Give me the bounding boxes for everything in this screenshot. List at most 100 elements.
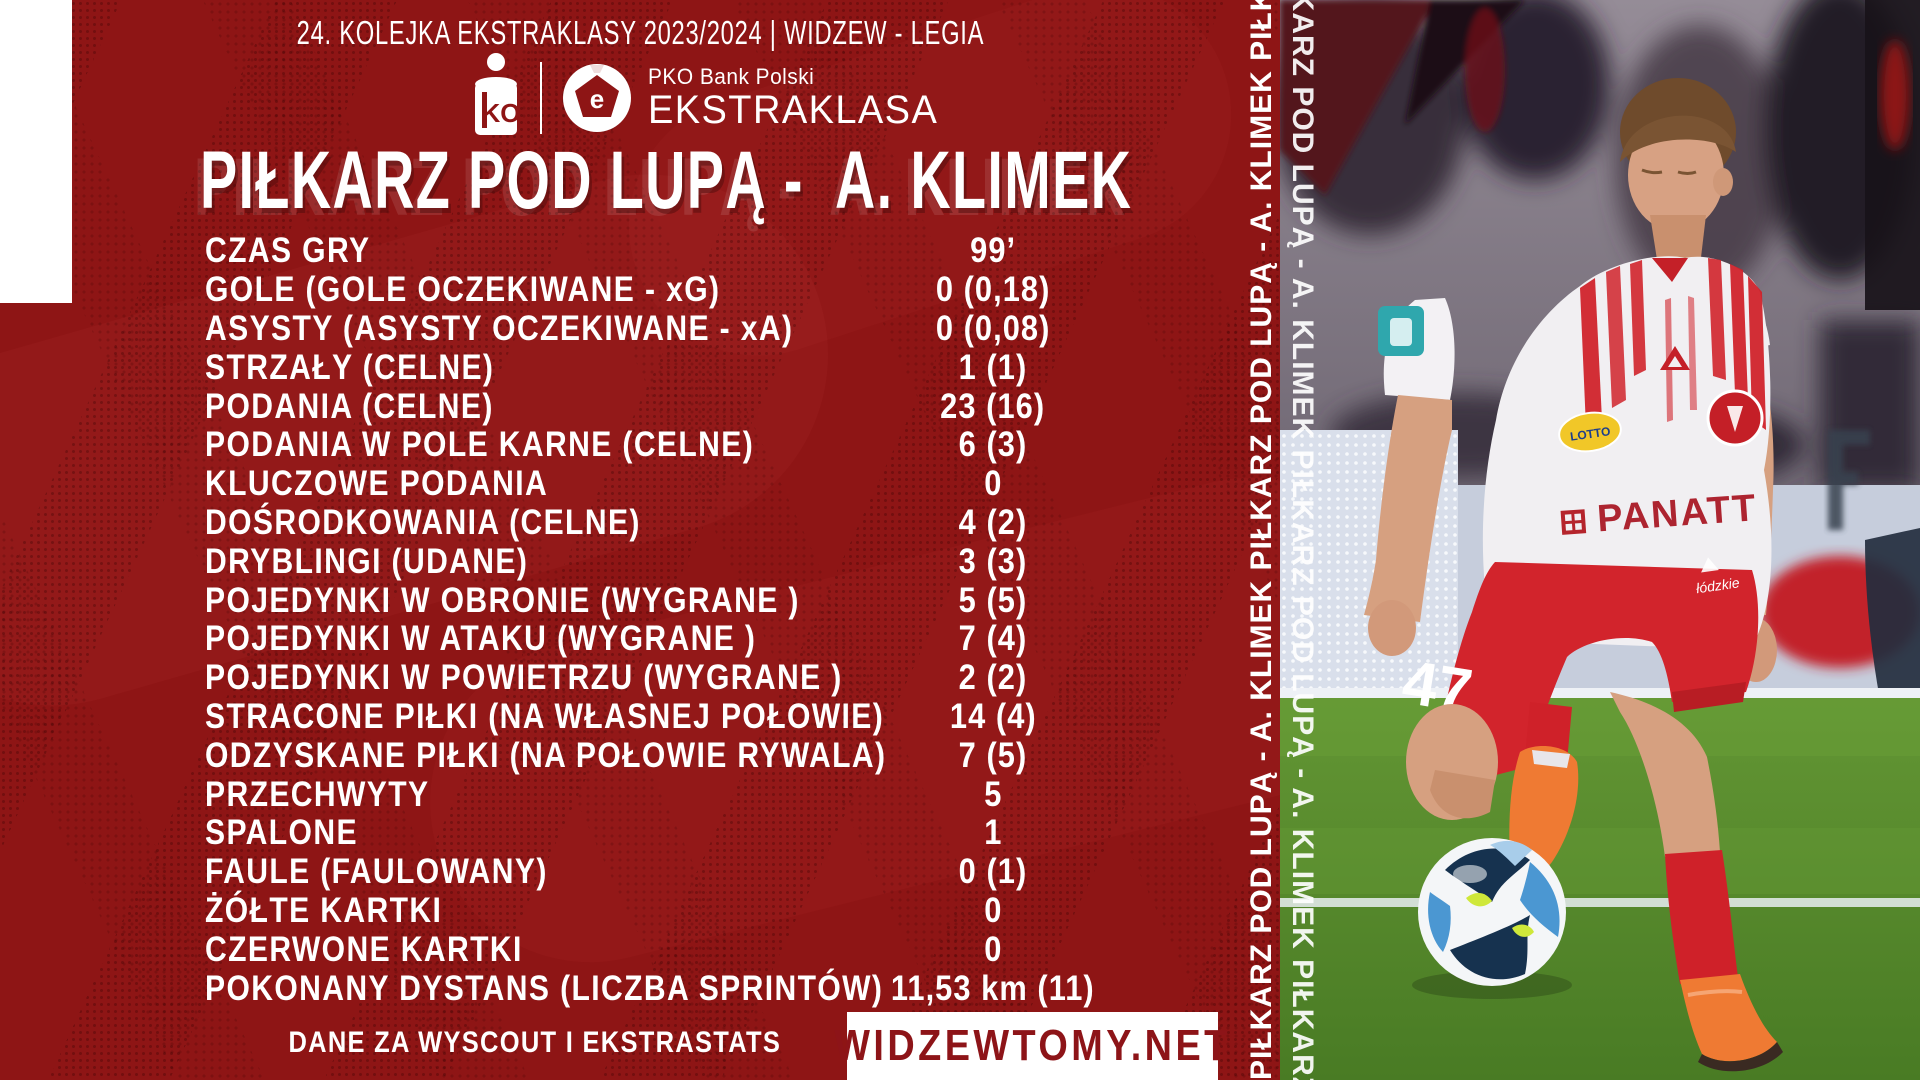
neck [1650, 215, 1706, 266]
side-strip-text: PIŁKARZ POD LUPĄ - A. KLIMEK PIŁKARZ POD… [1245, 0, 1278, 1080]
lotto-badge: LOTTO [1558, 411, 1622, 453]
stat-label: CZAS GRY [205, 231, 371, 271]
pko-bank-logo-icon: KO [475, 53, 521, 135]
logo-divider [540, 62, 542, 134]
stat-value: 99’ [969, 231, 1016, 271]
stat-row: POJEDYNKI W ATAKU (WYGRANE ) 7 (4) [205, 619, 1205, 659]
player-photo: LOTTO PANATT TERMOT 47 łódzkie [1280, 0, 1920, 1080]
stat-label: POJEDYNKI W ATAKU (WYGRANE ) [205, 619, 757, 659]
ekstraklasa-ball-logo: e [563, 64, 631, 132]
stat-label: POKONANY DYSTANS (LICZBA SPRINTÓW) [205, 968, 884, 1008]
stat-row: PODANIA W POLE KARNE (CELNE) 6 (3) [205, 425, 1205, 465]
stat-label: FAULE (FAULOWANY) [205, 852, 548, 892]
stat-row: ASYSTY (ASYSTY OCZEKIWANE - xA) 0 (0,08) [205, 308, 1205, 349]
stat-row: DOŚRODKOWANIA (CELNE) 4 (2) [205, 502, 1205, 543]
stat-row: DRYBLINGI (UDANE) 3 (3) [205, 542, 1205, 581]
football [1412, 838, 1572, 999]
stat-row: ODZYSKANE PIŁKI (NA POŁOWIE RYWALA) 7 (5) [205, 736, 1205, 775]
site-banner: WIDZEWTOMY.NET [834, 1012, 1227, 1080]
stat-label: DOŚRODKOWANIA (CELNE) [205, 502, 641, 542]
stat-row: ŻÓŁTE KARTKI 0 [205, 890, 1205, 931]
stat-label: ASYSTY (ASYSTY OCZEKIWANE - xA) [205, 308, 794, 348]
corner-bar [0, 0, 72, 303]
stat-value: 1 (1) [958, 347, 1028, 387]
jersey [1482, 256, 1772, 650]
stat-row: FAULE (FAULOWANY) 0 (1) [205, 852, 1205, 892]
stat-row: PRZECHWYTY 5 [205, 775, 1205, 814]
stat-label: PRZECHWYTY [205, 774, 430, 814]
right-sock [1665, 850, 1738, 984]
stat-value: 1 [983, 813, 1003, 853]
face [1628, 119, 1724, 231]
stat-label: STRACONE PIŁKI (NA WŁASNEJ POŁOWIE) [205, 696, 885, 736]
player: LOTTO PANATT TERMOT 47 łódzkie [1364, 78, 1783, 1072]
svg-text:LOTTO: LOTTO [1569, 424, 1611, 443]
stat-row: STRACONE PIŁKI (NA WŁASNEJ POŁOWIE) 14 (4… [205, 696, 1205, 737]
ekstraklasa-wordmark: PKO Bank Polski EKSTRAKLASA [648, 65, 954, 130]
stat-label: PODANIA W POLE KARNE (CELNE) [205, 425, 755, 465]
svg-text:KO: KO [482, 98, 521, 128]
side-strip-right: PIŁKARZ POD LUPĄ - A. KLIMEK PIŁKARZ POD… [1282, 0, 1322, 1080]
stat-value: 11,53 km (11) [891, 968, 1095, 1008]
stat-label: ŻÓŁTE KARTKI [205, 890, 443, 930]
stat-value: 4 (2) [958, 502, 1028, 542]
stat-value: 0 [983, 464, 1003, 504]
title-left: PIŁKARZ POD LUPĄ - [200, 135, 804, 226]
stat-value: 6 (3) [958, 425, 1028, 465]
stat-value: 14 (4) [949, 696, 1037, 736]
page-title: PIŁKARZ POD LUPĄ - A. KLIMEK [200, 134, 1571, 228]
pitch-grass [1280, 698, 1920, 1080]
stat-row: GOLE (GOLE OCZEKIWANE - xG) 0 (0,18) [205, 270, 1205, 310]
league-logos: KO e PKO Bank Polski EKSTRAKLASA [470, 52, 954, 144]
stat-value: 23 (16) [940, 386, 1046, 426]
matchday-line: 24. KOLEJKA EKSTRAKLASY 2023/2024 | WIDZ… [0, 14, 1280, 52]
stat-label: DRYBLINGI (UDANE) [205, 541, 529, 581]
shorts-patch: łódzkie [1695, 557, 1741, 596]
dark-corner [1865, 0, 1920, 310]
stat-value: 5 (5) [958, 580, 1028, 620]
stats-list: CZAS GRY 99’ GOLE (GOLE OCZEKIWANE - xG) 0 … [205, 231, 1205, 1008]
title-right: A. KLIMEK [835, 135, 1133, 226]
jersey-stripes [1580, 258, 1766, 430]
stat-label: CZERWONE KARTKI [205, 929, 523, 969]
side-strip-text: PIŁKARZ POD LUPĄ - A. KLIMEK PIŁKARZ POD… [1286, 0, 1319, 1080]
stat-value: 5 [983, 774, 1003, 814]
stat-row: KLUCZOWE PODANIA 0 [205, 464, 1205, 504]
stat-label: POJEDYNKI W POWIETRZU (WYGRANE ) [205, 658, 843, 698]
stat-label: PODANIA (CELNE) [205, 386, 494, 426]
left-boot [1509, 746, 1579, 877]
stat-value: 7 (4) [958, 619, 1028, 659]
stat-value: 0 [983, 929, 1003, 969]
stat-value: 7 (5) [958, 735, 1028, 775]
stat-row: SPALONE 1 [205, 813, 1205, 853]
stat-row: STRZAŁY (CELNE) 1 (1) [205, 348, 1205, 387]
right-boot [1680, 974, 1777, 1062]
stat-row: POJEDYNKI W POWIETRZU (WYGRANE ) 2 (2) [205, 658, 1205, 698]
stat-label: ODZYSKANE PIŁKI (NA POŁOWIE RYWALA) [205, 735, 887, 775]
side-strip-left: PIŁKARZ POD LUPĄ - A. KLIMEK PIŁKARZ POD… [1241, 0, 1283, 1080]
svg-text:e: e [590, 84, 604, 114]
stat-row: CZERWONE KARTKI 0 [205, 930, 1205, 969]
stat-value: 0 (1) [958, 852, 1028, 892]
flags [1280, 0, 1525, 195]
matchday-text: 24. KOLEJKA EKSTRAKLASY 2023/2024 | WIDZ… [296, 14, 984, 51]
stat-row: POKONANY DYSTANS (LICZBA SPRINTÓW) 11,53 … [205, 969, 1205, 1008]
stat-row: PODANIA (CELNE) 23 (16) [205, 387, 1205, 426]
stat-label: GOLE (GOLE OCZEKIWANE - xG) [205, 270, 721, 310]
league-name-text: EKSTRAKLASA [648, 87, 939, 132]
stat-label: SPALONE [205, 813, 358, 853]
stat-value: 0 (0,18) [935, 270, 1051, 310]
source-note-text: DANE ZA WYSCOUT I EKSTRASTATS [288, 1026, 782, 1059]
league-sponsor-text: PKO Bank Polski [648, 64, 815, 90]
pitch-line [1280, 898, 1920, 907]
stat-value: 0 [983, 890, 1003, 930]
stat-value: 2 (2) [958, 658, 1028, 698]
stat-value: 0 (0,08) [935, 308, 1051, 348]
svg-text:łódzkie: łódzkie [1695, 574, 1741, 596]
stat-row: POJEDYNKI W OBRONIE (WYGRANE ) 5 (5) [205, 581, 1205, 620]
shorts [1430, 562, 1759, 792]
stat-row: CZAS GRY 99’ [205, 231, 1205, 271]
site-url-text: WIDZEWTOMY.NET [834, 1021, 1231, 1070]
stat-label: STRZAŁY (CELNE) [205, 347, 495, 387]
